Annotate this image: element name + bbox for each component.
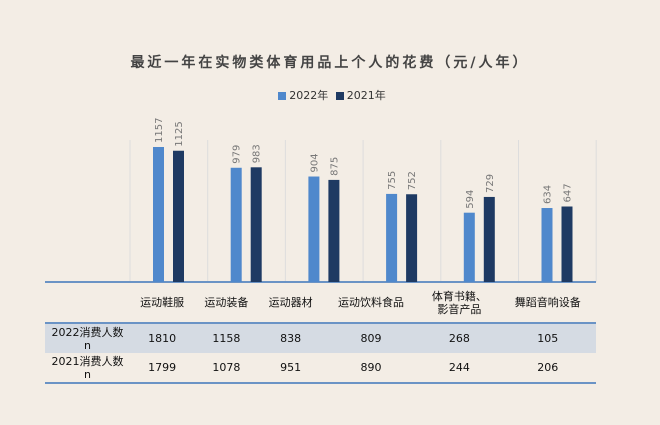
data-label: 594: [465, 190, 476, 209]
category-label: 运动饮料食品: [322, 283, 420, 324]
data-label: 979: [232, 145, 243, 164]
data-label: 904: [309, 153, 320, 172]
table-cell: 1810: [148, 332, 177, 345]
data-label: 647: [563, 183, 574, 202]
table-cell: 105: [537, 332, 559, 345]
bar-2022年-4: [463, 212, 475, 282]
row-label: 2021消费人数 n: [45, 353, 130, 384]
bar-2022年-1: [230, 167, 242, 282]
category-label: 舞蹈音响设备: [499, 283, 596, 324]
legend-swatch-2021: [335, 92, 344, 100]
data-label: 634: [543, 185, 554, 204]
bar-2022年-2: [308, 176, 320, 282]
table-cell: 268: [448, 332, 470, 345]
category-label: 体育书籍、 影音产品: [419, 283, 500, 324]
bar-2021年-1: [250, 167, 262, 282]
bar-2022年-3: [386, 193, 398, 282]
table-cell: 838: [280, 332, 302, 345]
legend: 2022年 2021年: [0, 87, 660, 103]
table-cell: 951: [258, 353, 323, 384]
data-label: 755: [387, 171, 398, 190]
data-label: 1157: [154, 118, 165, 143]
bar-2021年-0: [173, 150, 184, 282]
table-cell: 1158: [212, 332, 241, 345]
table-cell: 1799: [130, 353, 195, 384]
bar-2021年-2: [328, 179, 340, 282]
data-label: 983: [252, 144, 263, 163]
category-label: 运动装备: [194, 283, 259, 324]
data-table: 运动鞋服 运动装备 运动器材 运动饮料食品 体育书籍、 影音产品 舞蹈音响设备 2022消费…: [45, 283, 596, 384]
table-cell: 890: [322, 353, 420, 384]
data-label: 1125: [174, 121, 185, 146]
legend-swatch-2022: [278, 92, 287, 100]
table-cell: 244: [419, 353, 500, 384]
bar-2022年-5: [541, 208, 553, 282]
bar-2022年-0: [153, 147, 164, 282]
row-label: 2022消费人数 n: [51, 325, 124, 352]
category-label: 运动器材: [258, 283, 323, 324]
table-cell: 206: [499, 353, 596, 384]
data-label: 875: [329, 157, 340, 176]
bar-2021年-5: [561, 206, 573, 282]
table-cell: 809: [360, 332, 382, 345]
data-label: 752: [407, 171, 418, 190]
bar-2021年-4: [483, 196, 495, 282]
legend-label-2022: 2022年: [289, 89, 329, 102]
chart-title: 最近一年在实物类体育用品上个人的花费（元/人年）: [130, 55, 530, 71]
legend-label-2021: 2021年: [346, 89, 386, 102]
category-label: 运动鞋服: [130, 283, 195, 324]
bar-2021年-3: [406, 194, 418, 282]
data-label: 729: [485, 174, 496, 193]
table-cell: 1078: [194, 353, 259, 384]
